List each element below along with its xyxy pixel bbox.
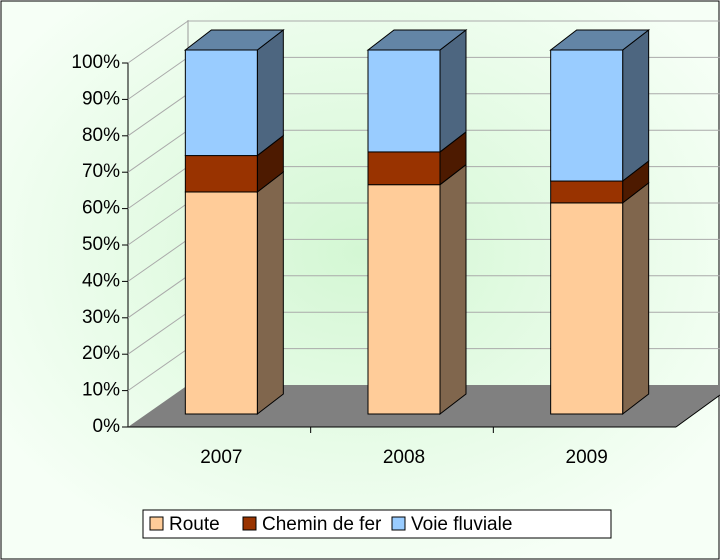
bar [367,49,441,153]
bar-top [549,29,651,51]
bar [367,184,441,415]
bar-side [256,28,284,157]
bar-top [366,29,468,51]
x-tick-label: 2008 [383,447,425,468]
legend-swatch [149,516,164,531]
bar [184,191,258,415]
bar [550,202,624,415]
legend-swatch [242,516,257,531]
legend-swatch [391,516,406,531]
y-tick-label: 30% [82,307,120,328]
legend [142,509,612,539]
bar-side [622,181,650,416]
floor-edge [675,394,720,428]
bar-side [256,170,284,416]
y-tick-label: 60% [82,198,120,219]
bar [550,49,624,182]
bar [184,49,258,157]
legend-label: Route [169,514,220,535]
bar-side [439,28,467,153]
bar-side [439,163,467,416]
legend-label: Voie fluviale [411,514,512,535]
bar-top [183,29,285,51]
y-tick-label: 0% [93,416,121,437]
y-tick-label: 40% [82,270,120,291]
legend-label: Chemin de fer [262,514,382,535]
bar-side [622,28,650,183]
bar [367,151,441,186]
y-tick-label: 100% [71,52,120,73]
bar [550,180,624,204]
y-tick-label: 10% [82,380,120,401]
y-tick-label: 50% [82,234,120,255]
x-tick-label: 2007 [200,447,242,468]
grid-line [127,20,720,64]
y-tick-label: 90% [82,88,120,109]
y-tick-label: 20% [82,343,120,364]
y-tick-label: 80% [82,125,120,146]
y-tick-label: 70% [82,161,120,182]
bar [184,155,258,193]
x-tick-label: 2009 [566,447,608,468]
